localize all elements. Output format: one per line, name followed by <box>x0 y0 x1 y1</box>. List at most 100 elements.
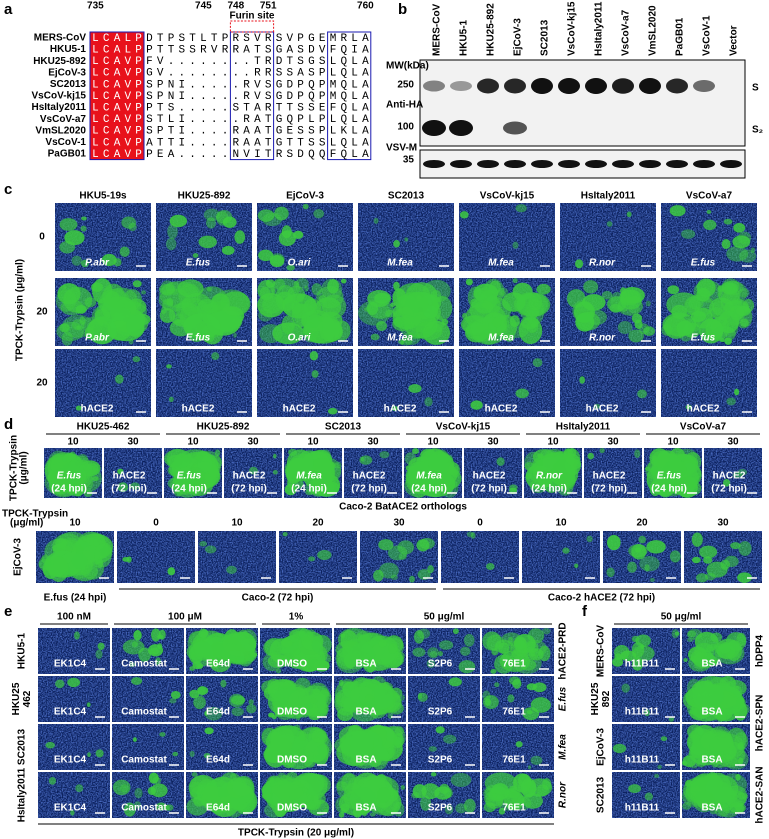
cell <box>463 633 475 647</box>
cell <box>202 785 219 801</box>
cell <box>197 686 209 695</box>
cell <box>75 784 84 793</box>
cell <box>412 647 426 657</box>
cell <box>105 287 138 310</box>
image-label: 76E1 <box>502 707 526 718</box>
group-header: VsCoV-kj15 <box>436 422 491 433</box>
sequence-segment: PEA.....NVITRSDQQ <box>146 149 330 161</box>
column-header: HsItaly2011 <box>581 191 636 202</box>
cell <box>155 657 162 665</box>
image-label: DMSO <box>277 659 307 670</box>
sequence-segment: LCALP <box>92 45 146 57</box>
column-header: VsCoV-a7 <box>686 191 733 202</box>
cell <box>392 316 413 332</box>
row-label: 20 <box>36 378 48 389</box>
image-label: R.nor <box>589 258 616 269</box>
band-label: S₂ <box>752 125 763 136</box>
cell <box>302 203 309 210</box>
cell <box>426 659 436 668</box>
cell <box>737 288 750 298</box>
dose-label: 10 <box>307 437 319 448</box>
sequence-segment: GV........RRSSASP <box>146 68 330 80</box>
column-header: 50 μg/ml <box>661 612 702 623</box>
cell <box>385 309 396 318</box>
cell <box>71 553 88 569</box>
band <box>639 78 661 94</box>
image-label: DMSO <box>277 755 307 766</box>
cell <box>635 634 651 647</box>
sequence-name: HKU25-892 <box>33 56 86 67</box>
cell <box>370 333 380 341</box>
cell <box>168 396 174 402</box>
cell <box>687 629 703 640</box>
cell <box>226 565 237 574</box>
cell <box>313 660 330 672</box>
cell <box>515 388 529 399</box>
cell <box>504 333 515 342</box>
cell <box>750 247 756 253</box>
axis-label: TPCK-Trypsin <box>9 435 20 501</box>
cell <box>313 208 325 219</box>
micrograph-texture <box>441 531 519 583</box>
column-header: EjCoV-3 <box>286 191 324 202</box>
cell <box>302 322 318 343</box>
cell <box>417 628 431 639</box>
row-label: HKU25 <box>590 682 601 715</box>
image-label: E.fus <box>657 471 682 482</box>
cell <box>729 705 739 714</box>
cell <box>186 797 209 816</box>
cell <box>232 777 253 797</box>
cell <box>158 283 176 295</box>
cell <box>631 635 640 643</box>
cell <box>704 643 722 666</box>
cell <box>467 286 485 309</box>
cell <box>112 779 131 796</box>
dose-label: 30 <box>127 437 139 448</box>
cell <box>259 324 283 344</box>
cell <box>495 289 506 298</box>
cell <box>308 556 316 562</box>
image-label: hACE2 <box>353 471 386 482</box>
cell <box>512 678 522 689</box>
caption: Caco-2 BatACE2 orthologs <box>339 502 467 513</box>
cell <box>302 786 308 793</box>
image-label: R.nor <box>536 471 563 482</box>
cell <box>393 281 400 291</box>
cell <box>693 280 723 303</box>
cell <box>601 290 613 300</box>
cell <box>667 285 680 295</box>
cell <box>739 249 757 263</box>
cell <box>532 358 543 368</box>
image-label: DMSO <box>277 707 307 718</box>
cell <box>579 376 586 384</box>
sequence-name: SC2013 <box>50 79 87 90</box>
cell <box>198 628 209 638</box>
cell <box>494 682 500 688</box>
cell <box>305 489 314 496</box>
cell <box>59 323 70 333</box>
cell <box>132 356 141 363</box>
cell <box>117 468 124 475</box>
cell <box>166 364 172 369</box>
image-label: E.fus <box>691 258 716 269</box>
cell <box>528 293 542 311</box>
lane-label: HKU5-1 <box>459 19 470 56</box>
sequence-segment: LCAVP <box>92 91 146 103</box>
image-label: M.fea <box>296 471 322 482</box>
cell <box>393 239 400 248</box>
cell <box>387 712 394 719</box>
cell <box>732 471 742 479</box>
cell <box>122 556 130 562</box>
side-label: R.nor <box>558 781 569 808</box>
cell <box>501 652 514 669</box>
cell <box>391 405 398 412</box>
sequence-segment: MRLA <box>330 33 373 45</box>
cell <box>303 703 313 710</box>
cell <box>177 279 204 298</box>
cell <box>725 632 747 651</box>
group-header: HKU25-462 <box>77 422 130 433</box>
cell <box>130 482 140 490</box>
